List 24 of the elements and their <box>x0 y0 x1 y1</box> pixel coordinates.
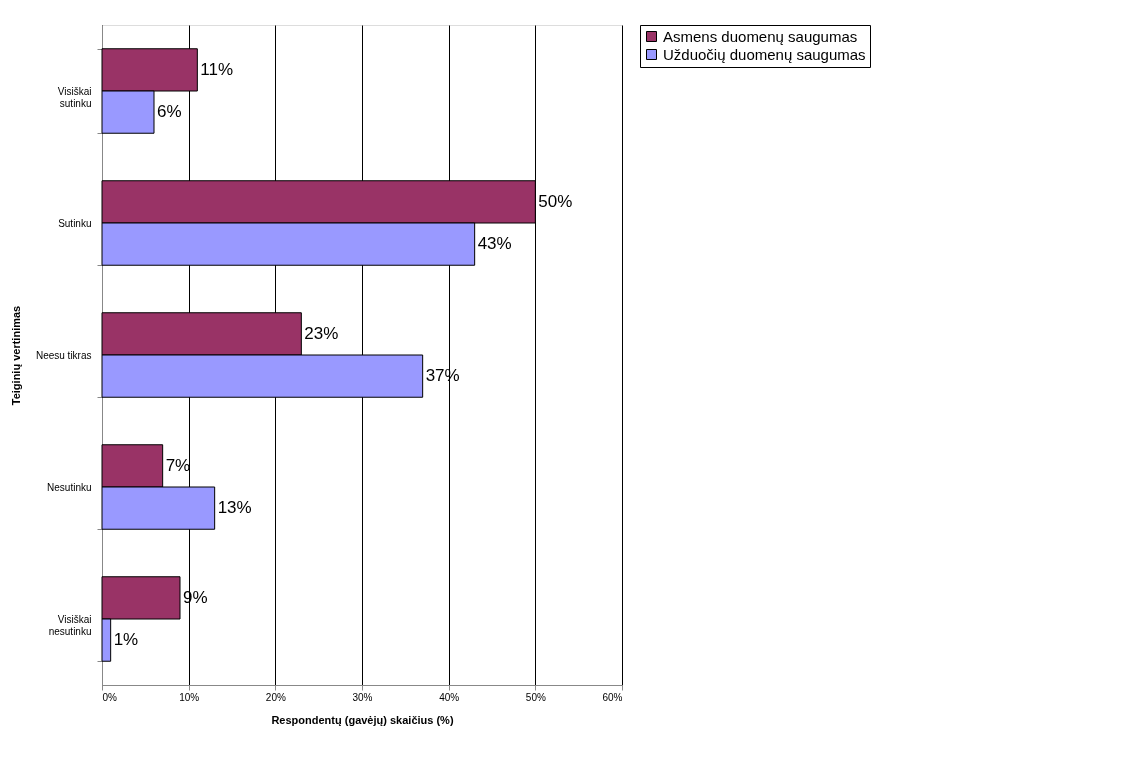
x-tick-label: 20% <box>265 691 286 703</box>
x-tick-label: 0% <box>102 691 118 703</box>
y-tick-label: Sutinku <box>58 217 92 229</box>
y-tick-label: Nesutinku <box>47 481 92 493</box>
legend-label: Asmens duomenų saugumas <box>663 27 858 45</box>
x-tick-label: 50% <box>525 691 546 703</box>
data-label: 6% <box>157 102 182 122</box>
x-axis-title: Respondentų (gavėjų) skaičius (%) <box>271 713 454 726</box>
data-label: 50% <box>538 191 573 211</box>
data-label: 13% <box>217 498 252 518</box>
data-label: 11% <box>200 59 234 79</box>
y-tick-label: Neesu tikras <box>35 349 92 361</box>
y-tick-label: Visiškai sutinku <box>57 85 92 109</box>
y-axis-title: Teiginių vertinimas <box>9 305 22 406</box>
x-tick-label: 60% <box>602 691 623 703</box>
data-label: 43% <box>477 234 512 254</box>
data-label: 1% <box>113 630 139 650</box>
y-tick-label: Visiškai nesutinku <box>48 613 92 637</box>
data-label: 7% <box>165 455 191 475</box>
x-tick-label: 30% <box>352 691 373 703</box>
data-label: 23% <box>304 323 339 343</box>
x-tick-label: 10% <box>179 691 200 703</box>
legend-label: Užduočių duomenų saugumas <box>663 45 866 63</box>
x-tick-label: 40% <box>439 691 460 703</box>
